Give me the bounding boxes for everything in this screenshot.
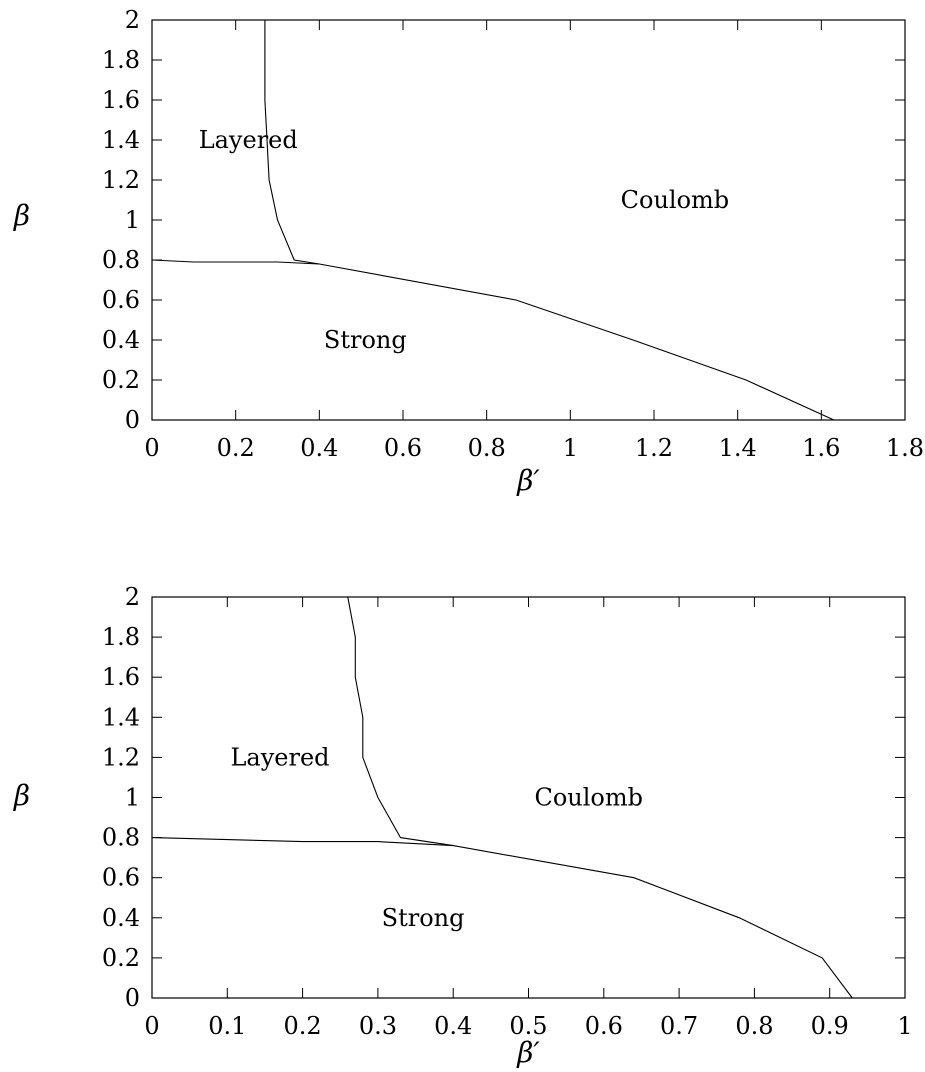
x-tick-label: 1 (897, 1012, 912, 1040)
y-tick-label: 1.4 (102, 703, 140, 731)
x-tick-label: 0.4 (434, 1012, 472, 1040)
y-tick-label: 0.4 (102, 326, 140, 354)
x-tick-label: 0.3 (359, 1012, 397, 1040)
x-tick-label: 0.8 (468, 434, 506, 462)
y-tick-label: 0 (125, 406, 140, 434)
plot-frame (151, 596, 906, 999)
y-tick-label: 0.2 (102, 366, 140, 394)
x-tick-label: 0 (144, 1012, 159, 1040)
x-tick-label: 0.2 (284, 1012, 322, 1040)
y-tick-label: 1.8 (102, 623, 140, 651)
x-axis-label: β′ (516, 464, 540, 497)
x-tick-label: 0.6 (384, 434, 422, 462)
y-tick-label: 0.6 (102, 286, 140, 314)
x-tick-label: 0.4 (300, 434, 338, 462)
y-tick-label: 1.6 (102, 86, 140, 114)
x-axis-label: β′ (516, 1036, 540, 1069)
y-tick-label: 1 (125, 784, 140, 812)
y-tick-label: 1.2 (102, 166, 140, 194)
y-tick-label: 1.4 (102, 126, 140, 154)
y-axis-label: β (13, 779, 30, 812)
x-tick-label: 1 (563, 434, 578, 462)
x-tick-label: 0.9 (811, 1012, 849, 1040)
region-label: Strong (324, 326, 407, 354)
x-tick-label: 0.2 (217, 434, 255, 462)
x-tick-label: 0.5 (509, 1012, 547, 1040)
phase-boundary-line-2 (151, 837, 853, 999)
phase-boundary-line-1 (347, 596, 454, 847)
y-tick-label: 0.4 (102, 904, 140, 932)
y-tick-label: 0.6 (102, 864, 140, 892)
phase-boundary-line-1 (264, 20, 320, 265)
region-label: Layered (199, 126, 298, 154)
y-tick-label: 0.8 (102, 246, 140, 274)
x-tick-label: 0.8 (735, 1012, 773, 1040)
x-tick-label: 0.7 (660, 1012, 698, 1040)
x-tick-label: 1.4 (719, 434, 757, 462)
x-tick-label: 1.6 (802, 434, 840, 462)
y-tick-label: 1 (125, 206, 140, 234)
bottom-phase-chart: 0 0.1 0.2 0.3 0.4 0.5 0.6 0.7 0.8 0.9 1 0 0.2 0.4 0.6 0… (13, 583, 913, 1069)
y-tick-label: 0.8 (102, 824, 140, 852)
x-tick-label: 1.2 (635, 434, 673, 462)
y-tick-label: 2 (125, 6, 140, 34)
phase-boundary-line-2 (151, 259, 835, 421)
y-tick-label: 2 (125, 583, 140, 611)
y-tick-label: 0.2 (102, 944, 140, 972)
region-label: Coulomb (534, 784, 643, 812)
top-phase-chart: 0 0.2 0.4 0.6 0.8 1 1.2 1.4 1.6 1.8 0 0.2 0.4 0.6 0.8 1… (13, 6, 924, 497)
x-tick-label: 0.6 (585, 1012, 623, 1040)
x-tick-label: 0.1 (208, 1012, 246, 1040)
y-tick-label: 0 (125, 984, 140, 1012)
y-tick-label: 1.2 (102, 743, 140, 771)
y-tick-label: 1.6 (102, 663, 140, 691)
y-axis-label: β (13, 199, 30, 232)
x-tick-label: 1.8 (886, 434, 924, 462)
region-label: Layered (230, 743, 329, 771)
region-label: Strong (382, 904, 465, 932)
x-tick-label: 0 (144, 434, 159, 462)
region-label: Coulomb (621, 186, 730, 214)
y-tick-label: 1.8 (102, 46, 140, 74)
